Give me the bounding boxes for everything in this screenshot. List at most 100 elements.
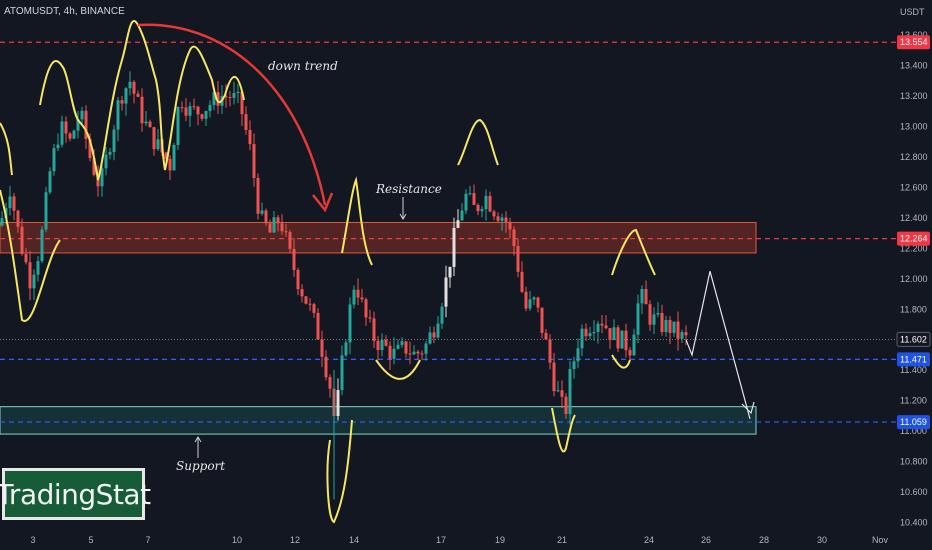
symbol-title: ATOMUSDT, 4h, BINANCE <box>4 6 125 17</box>
candle-body <box>396 344 400 349</box>
candle-body <box>208 105 212 111</box>
candle-body <box>340 355 344 391</box>
candle-body <box>296 269 300 290</box>
price-tick-label: 11.400 <box>900 365 927 375</box>
candle-body <box>284 231 288 233</box>
price-tick-label: 10.400 <box>900 517 928 527</box>
candle-body <box>576 348 580 362</box>
candle-body <box>12 196 16 211</box>
candle-body <box>408 353 412 355</box>
price-tick-label: 10.800 <box>900 456 928 466</box>
candle-body <box>496 216 500 221</box>
candle-body <box>528 299 532 309</box>
price-tick-label: 12.200 <box>900 243 928 253</box>
candle-body <box>472 193 476 205</box>
candle-body <box>72 130 76 139</box>
candle-body <box>476 204 480 212</box>
candle-body <box>192 106 196 108</box>
time-tick-label: 19 <box>495 535 505 545</box>
time-tick-label: 30 <box>817 535 827 545</box>
candles-layer <box>0 71 688 500</box>
candle-body <box>52 148 56 172</box>
candle-body <box>580 328 584 349</box>
candle-body <box>280 223 284 232</box>
resistance-zone <box>0 221 757 254</box>
time-tick-label: 10 <box>232 535 242 545</box>
candle-body <box>324 356 328 378</box>
candle-body <box>520 271 524 292</box>
candle-body <box>116 100 120 130</box>
candle-body <box>628 350 632 356</box>
candle-body <box>144 121 148 124</box>
candle-body <box>620 330 624 349</box>
candle-body <box>384 339 388 346</box>
candle-body <box>108 151 112 155</box>
candle-body <box>484 195 488 210</box>
resistance-label: Resistance <box>375 182 442 196</box>
candle-body <box>228 97 232 99</box>
candle-body <box>424 343 428 354</box>
candle-body <box>360 297 364 300</box>
price-tick-label: 12.400 <box>900 213 928 223</box>
down-trend-arrowhead <box>312 192 334 213</box>
candle-body <box>552 362 556 392</box>
candle-body <box>636 303 640 335</box>
time-tick-label: 3 <box>30 535 35 545</box>
svg-text:11.471: 11.471 <box>900 354 927 364</box>
time-tick-label: 24 <box>644 535 654 545</box>
candle-body <box>256 177 260 214</box>
candle-body <box>24 254 28 263</box>
candle-body <box>320 339 324 357</box>
candle-body <box>312 304 316 313</box>
candle-body <box>292 248 296 270</box>
candle-body <box>452 227 456 267</box>
candle-body <box>412 351 416 355</box>
candle-body <box>632 334 636 356</box>
candle-body <box>544 332 548 340</box>
candle-body <box>344 342 348 356</box>
candle-body <box>328 377 332 389</box>
candle-body <box>260 210 264 214</box>
candle-body <box>8 196 12 209</box>
price-pill-support-high: 11.471 <box>897 352 930 367</box>
candle-body <box>440 306 444 324</box>
candle-body <box>188 106 192 116</box>
candle-body <box>240 91 244 115</box>
time-tick-label: 12 <box>290 535 300 545</box>
time-tick-label: 28 <box>759 535 769 545</box>
support-marker-icon <box>194 436 202 458</box>
candle-body <box>164 152 168 159</box>
candle-body <box>112 129 116 152</box>
candle-body <box>376 340 380 351</box>
candle-body <box>60 121 64 145</box>
price-tick-label: 11.800 <box>900 304 927 314</box>
levels-layer <box>0 41 896 423</box>
price-axis[interactable]: USDT 13.600 13.400 13.200 13.000 12.800 12.60… <box>896 7 931 527</box>
candle-body <box>212 92 216 106</box>
svg-text:13.554: 13.554 <box>900 37 928 47</box>
candle-body <box>660 312 664 333</box>
candle-body <box>156 139 160 150</box>
candle-body <box>172 144 176 171</box>
candle-body <box>436 323 440 338</box>
candle-body <box>428 332 432 344</box>
time-tick-label: 17 <box>436 535 446 545</box>
candle-body <box>588 333 592 337</box>
candle-body <box>564 396 568 414</box>
candle-body <box>352 289 356 305</box>
candle-body <box>80 110 84 120</box>
price-tick-label: 11.200 <box>900 396 927 406</box>
candle-body <box>304 296 308 304</box>
candle-body <box>316 312 320 340</box>
projection-arrowhead <box>741 401 755 415</box>
candle-body <box>448 266 452 278</box>
candle-body <box>420 353 424 355</box>
candle-body <box>508 221 512 230</box>
candle-body <box>604 325 608 329</box>
candle-body <box>20 226 24 255</box>
candle-body <box>40 229 44 262</box>
candle-body <box>480 209 484 212</box>
time-axis[interactable]: 3 5 7 10 12 14 17 19 21 24 26 28 30 Nov <box>30 535 888 545</box>
candle-body <box>380 339 384 351</box>
